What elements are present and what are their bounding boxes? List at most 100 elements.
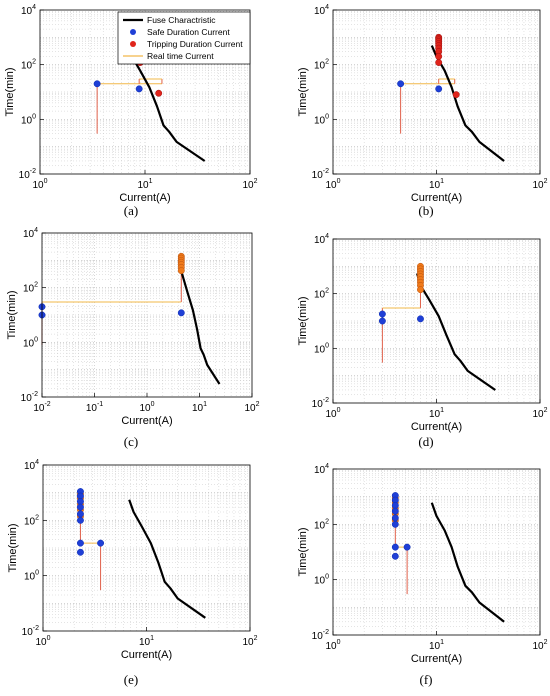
tick-exponent: 0 bbox=[47, 635, 51, 642]
y-axis-label: Time(min) bbox=[297, 527, 309, 576]
tick-exponent: -2 bbox=[33, 625, 39, 632]
tick-base: 10 bbox=[24, 516, 36, 527]
x-tick-label: 102 bbox=[244, 401, 259, 414]
x-tick-label: 101 bbox=[429, 178, 444, 191]
x-axis-label: Current(A) bbox=[411, 421, 462, 433]
y-tick-label: 100 bbox=[23, 336, 38, 349]
legend-label: Real time Current bbox=[147, 51, 214, 61]
y-tick-label: 104 bbox=[314, 4, 329, 17]
tick-base: 10 bbox=[532, 180, 544, 191]
tick-base: 10 bbox=[21, 6, 33, 17]
panel-c: 10-2 10-1 100 101 10210-2100102104Current(A)… bbox=[6, 227, 260, 449]
tick-base: 10 bbox=[137, 180, 149, 191]
x-tick-label: 102 bbox=[242, 635, 257, 648]
tick-base: 10 bbox=[24, 572, 36, 583]
tick-exponent: 0 bbox=[337, 178, 341, 185]
x-tick-label: 100 bbox=[32, 178, 47, 191]
tick-base: 10 bbox=[325, 409, 337, 420]
tick-base: 10 bbox=[314, 235, 326, 246]
y-tick-label: 102 bbox=[21, 59, 36, 72]
panel-caption: (f) bbox=[420, 672, 433, 687]
y-tick-label: 104 bbox=[21, 4, 36, 17]
tick-exponent: -2 bbox=[44, 401, 50, 408]
safe-point bbox=[76, 503, 84, 511]
tick-exponent: 4 bbox=[325, 463, 329, 470]
tick-base: 10 bbox=[35, 637, 47, 648]
tick-base: 10 bbox=[86, 403, 98, 414]
tick-exponent: 4 bbox=[35, 459, 39, 466]
x-tick-label: 101 bbox=[139, 635, 154, 648]
y-tick-label: 10-2 bbox=[312, 168, 329, 181]
panel-e: 100 101 10210-2100102104Current(A)Time(min… bbox=[7, 459, 258, 687]
tick-base: 10 bbox=[314, 344, 326, 355]
tick-exponent: -2 bbox=[323, 397, 329, 404]
y-tick-label: 104 bbox=[314, 463, 329, 476]
y-tick-label: 102 bbox=[24, 514, 39, 527]
safe-point bbox=[391, 520, 399, 528]
tick-base: 10 bbox=[314, 465, 326, 476]
tick-base: 10 bbox=[532, 641, 544, 652]
tick-exponent: 4 bbox=[325, 4, 329, 11]
safe-point bbox=[97, 539, 105, 547]
tick-base: 10 bbox=[314, 520, 326, 531]
tick-exponent: 1 bbox=[150, 635, 154, 642]
x-tick-label: 102 bbox=[242, 178, 257, 191]
safe-point bbox=[391, 507, 399, 515]
tick-base: 10 bbox=[244, 403, 256, 414]
tick-base: 10 bbox=[139, 403, 151, 414]
legend-swatch-trip bbox=[130, 41, 136, 47]
y-tick-label: 102 bbox=[23, 282, 38, 295]
tick-exponent: 2 bbox=[544, 178, 548, 185]
x-tick-label: 100 bbox=[325, 639, 340, 652]
tick-exponent: 1 bbox=[440, 639, 444, 646]
x-tick-label: 102 bbox=[532, 407, 547, 420]
y-axis-label: Time(min) bbox=[4, 67, 16, 116]
x-tick-label: 100 bbox=[35, 635, 50, 648]
safe-point bbox=[435, 85, 443, 93]
panel-caption: (a) bbox=[124, 203, 138, 218]
y-tick-label: 104 bbox=[23, 227, 38, 240]
y-tick-label: 102 bbox=[314, 59, 329, 72]
tick-exponent: 2 bbox=[325, 59, 329, 66]
x-axis-label: Current(A) bbox=[411, 653, 462, 665]
tick-base: 10 bbox=[32, 180, 44, 191]
tick-base: 10 bbox=[21, 61, 33, 72]
safe-point bbox=[378, 310, 386, 318]
x-tick-label: 10-2 bbox=[33, 401, 50, 414]
y-tick-label: 10-2 bbox=[21, 391, 38, 404]
tick-exponent: 1 bbox=[149, 178, 153, 185]
x-tick-label: 102 bbox=[532, 639, 547, 652]
panel-caption: (b) bbox=[418, 203, 433, 218]
x-tick-label: 10-1 bbox=[86, 401, 103, 414]
tick-exponent: 2 bbox=[35, 514, 39, 521]
tick-exponent: 4 bbox=[325, 233, 329, 240]
tick-base: 10 bbox=[429, 180, 441, 191]
tick-base: 10 bbox=[314, 290, 326, 301]
tick-exponent: 2 bbox=[254, 635, 258, 642]
panel-d: 100 101 10210-2100102104Current(A)Time(min… bbox=[297, 233, 548, 449]
tick-base: 10 bbox=[429, 641, 441, 652]
panel-b: 100 101 10210-2100102104Current(A)Time(min… bbox=[297, 4, 548, 218]
x-tick-label: 101 bbox=[429, 639, 444, 652]
tick-base: 10 bbox=[21, 115, 33, 126]
x-axis-label: Current(A) bbox=[121, 649, 172, 661]
safe-point bbox=[417, 315, 424, 323]
tick-base: 10 bbox=[24, 461, 36, 472]
x-tick-label: 101 bbox=[192, 401, 207, 414]
trip-point bbox=[417, 286, 424, 294]
y-tick-label: 100 bbox=[314, 574, 329, 587]
safe-point bbox=[76, 516, 84, 524]
tick-exponent: 0 bbox=[337, 407, 341, 414]
tick-base: 10 bbox=[312, 631, 324, 642]
trip-point bbox=[435, 52, 443, 60]
tick-exponent: 2 bbox=[544, 639, 548, 646]
safe-point bbox=[397, 80, 405, 88]
tick-exponent: -2 bbox=[323, 168, 329, 175]
safe-point bbox=[135, 85, 143, 93]
legend: Fuse Charactristic Safe Duration Current T… bbox=[117, 11, 251, 65]
tick-exponent: 0 bbox=[337, 639, 341, 646]
y-tick-label: 100 bbox=[21, 113, 36, 126]
x-tick-label: 101 bbox=[137, 178, 152, 191]
tick-exponent: 0 bbox=[35, 570, 39, 577]
tick-base: 10 bbox=[139, 637, 151, 648]
